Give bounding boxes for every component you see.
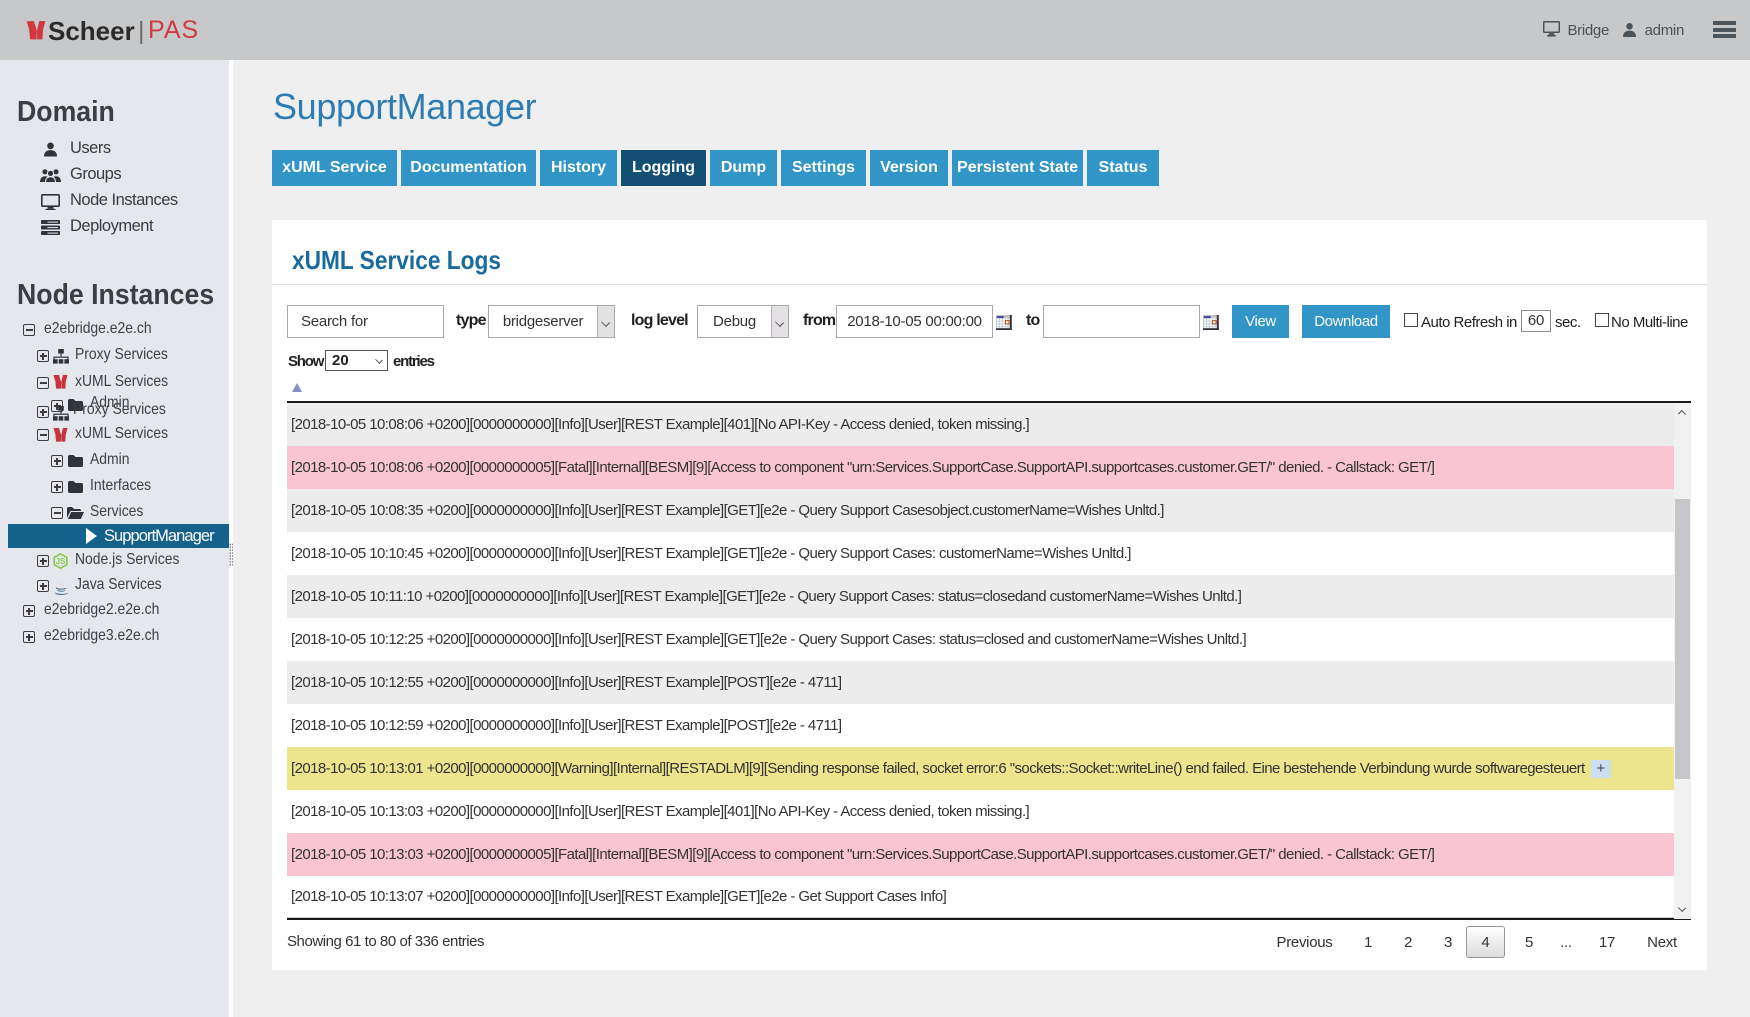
svg-text:JS: JS <box>56 557 66 566</box>
